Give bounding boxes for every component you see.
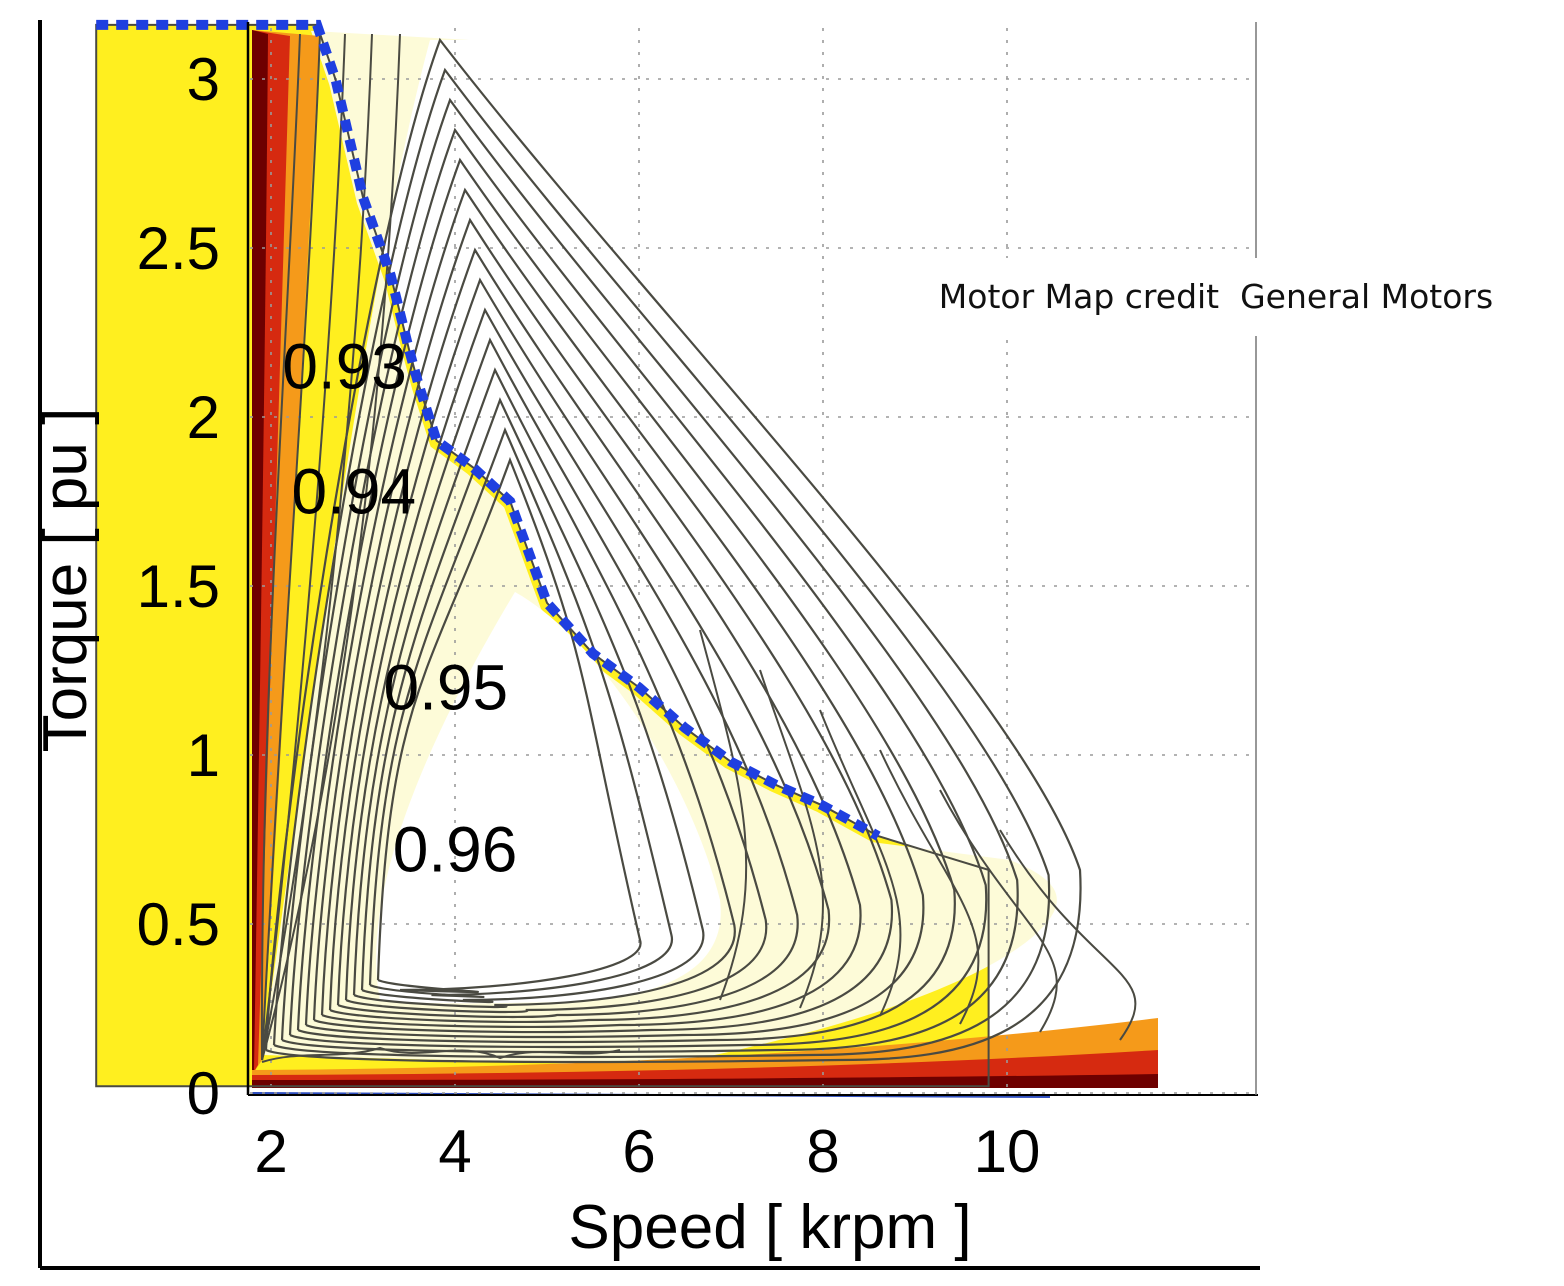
contour-line-1 bbox=[376, 456, 642, 994]
y-tick-label-2.5: 2.5 bbox=[137, 215, 220, 282]
contour-right-4 bbox=[879, 749, 980, 1025]
contour-label-0-93: 0.93 bbox=[282, 330, 407, 402]
credit-annotation: Motor Map credit General Motors bbox=[939, 277, 1493, 316]
contour-left-4 bbox=[261, 33, 373, 1061]
efficiency-contours bbox=[95, 23, 1137, 1088]
envelope-line bbox=[96, 19, 881, 841]
x-tick-label-6: 6 bbox=[622, 1118, 655, 1185]
contour-line-10 bbox=[304, 187, 925, 1039]
y-axis-title: Torque [ pu ] bbox=[31, 408, 100, 753]
x-tick-label-4: 4 bbox=[438, 1118, 471, 1185]
contour-line-12 bbox=[288, 127, 988, 1049]
y-tick-label-2: 2 bbox=[187, 384, 220, 451]
contour-line-6 bbox=[336, 307, 799, 1019]
y-tick-label-1.5: 1.5 bbox=[137, 553, 220, 620]
dark-red-band-left bbox=[252, 30, 268, 1075]
contour-right-3 bbox=[819, 709, 902, 1017]
contour-low-torque bbox=[261, 1046, 621, 1063]
peak-efficiency-region bbox=[376, 592, 721, 1004]
contour-label-0-94: 0.94 bbox=[292, 455, 417, 527]
contour-label-0-96: 0.96 bbox=[393, 814, 518, 886]
zero-torque-strip bbox=[252, 1088, 1158, 1094]
x-tick-label-2: 2 bbox=[254, 1118, 287, 1185]
contour-left-2 bbox=[261, 33, 321, 1061]
contour-label-0-95: 0.95 bbox=[384, 651, 509, 723]
contour-line-2 bbox=[368, 427, 673, 999]
x-tick-labels: 2 4 6 8 10 bbox=[254, 1118, 1040, 1185]
contour-line-5 bbox=[344, 337, 768, 1014]
y-tick-label-0: 0 bbox=[187, 1060, 220, 1127]
y-tick-label-3: 3 bbox=[187, 46, 220, 113]
contour-line-3 bbox=[360, 397, 705, 1004]
max-torque-envelope bbox=[96, 19, 881, 841]
dark-red-band-bottom bbox=[252, 1074, 1158, 1088]
contour-line-9 bbox=[312, 217, 893, 1034]
plot-frame bbox=[38, 20, 1260, 1270]
contour-labels: 0.93 0.94 0.95 0.96 bbox=[282, 330, 517, 885]
efficiency-fill-regions bbox=[96, 24, 1158, 1098]
contour-line-4 bbox=[352, 367, 736, 1009]
contour-left-5 bbox=[261, 33, 401, 1061]
contour-right-2 bbox=[759, 669, 824, 1009]
x-axis-title: Speed [ krpm ] bbox=[568, 1193, 971, 1262]
contour-line-7 bbox=[328, 277, 831, 1024]
contour-line-11 bbox=[296, 157, 956, 1044]
contour-right-6 bbox=[999, 829, 1137, 1041]
contour-line-14 bbox=[272, 67, 1051, 1059]
x-tick-label-10: 10 bbox=[974, 1118, 1041, 1185]
y-tick-label-1: 1 bbox=[187, 722, 220, 789]
y-tick-labels: 0 0.5 1 1.5 2 2.5 3 bbox=[137, 46, 220, 1127]
region-outline bbox=[95, 23, 990, 1088]
contour-line-15 bbox=[264, 37, 1082, 1064]
contour-right-5 bbox=[939, 789, 1058, 1033]
contour-left-1 bbox=[260, 33, 301, 1061]
contour-right-1 bbox=[699, 629, 748, 1001]
contour-left-3 bbox=[261, 33, 346, 1061]
annotation-background bbox=[880, 258, 1564, 336]
y-tick-label-0.5: 0.5 bbox=[137, 891, 220, 958]
x-tick-label-8: 8 bbox=[806, 1118, 839, 1185]
